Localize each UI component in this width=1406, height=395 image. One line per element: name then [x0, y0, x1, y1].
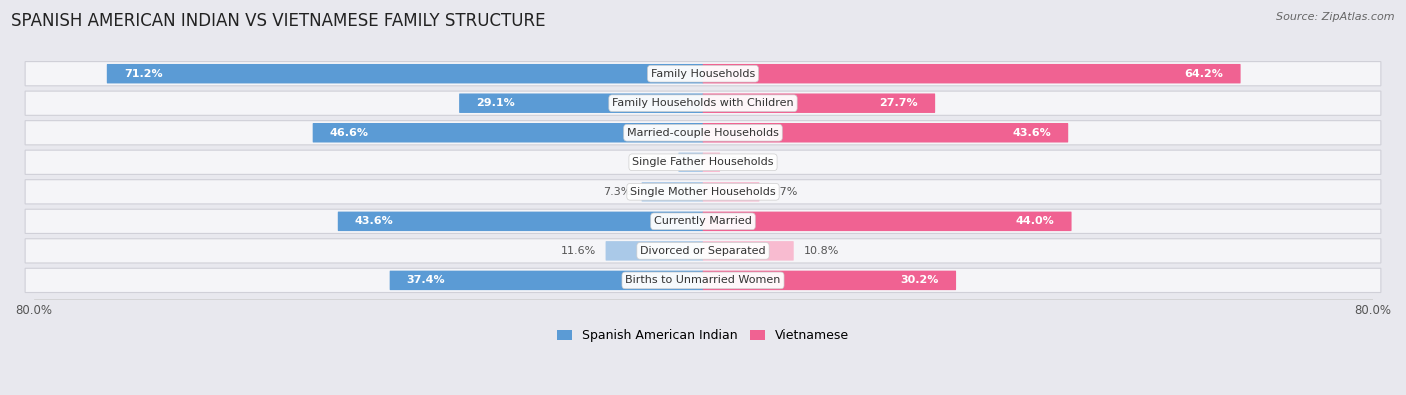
- FancyBboxPatch shape: [337, 212, 703, 231]
- FancyBboxPatch shape: [703, 271, 956, 290]
- Text: 64.2%: 64.2%: [1185, 69, 1223, 79]
- Text: 7.3%: 7.3%: [603, 187, 631, 197]
- FancyBboxPatch shape: [703, 241, 794, 261]
- Text: Source: ZipAtlas.com: Source: ZipAtlas.com: [1277, 12, 1395, 22]
- FancyBboxPatch shape: [389, 271, 703, 290]
- FancyBboxPatch shape: [107, 64, 703, 83]
- FancyBboxPatch shape: [460, 94, 703, 113]
- FancyBboxPatch shape: [25, 62, 1381, 86]
- FancyBboxPatch shape: [606, 241, 703, 261]
- Text: Births to Unmarried Women: Births to Unmarried Women: [626, 275, 780, 286]
- FancyBboxPatch shape: [25, 268, 1381, 293]
- FancyBboxPatch shape: [312, 123, 703, 143]
- Text: 11.6%: 11.6%: [561, 246, 596, 256]
- Text: 2.0%: 2.0%: [730, 157, 758, 167]
- Legend: Spanish American Indian, Vietnamese: Spanish American Indian, Vietnamese: [553, 324, 853, 347]
- FancyBboxPatch shape: [703, 212, 1071, 231]
- FancyBboxPatch shape: [703, 64, 1240, 83]
- FancyBboxPatch shape: [641, 182, 703, 201]
- Text: 10.8%: 10.8%: [803, 246, 839, 256]
- Text: 2.9%: 2.9%: [640, 157, 669, 167]
- Text: Single Father Households: Single Father Households: [633, 157, 773, 167]
- Text: Single Mother Households: Single Mother Households: [630, 187, 776, 197]
- FancyBboxPatch shape: [703, 123, 1069, 143]
- Text: SPANISH AMERICAN INDIAN VS VIETNAMESE FAMILY STRUCTURE: SPANISH AMERICAN INDIAN VS VIETNAMESE FA…: [11, 12, 546, 30]
- FancyBboxPatch shape: [703, 182, 759, 201]
- Text: 6.7%: 6.7%: [769, 187, 797, 197]
- Text: 46.6%: 46.6%: [330, 128, 368, 138]
- FancyBboxPatch shape: [25, 209, 1381, 233]
- Text: 44.0%: 44.0%: [1015, 216, 1054, 226]
- Text: 27.7%: 27.7%: [879, 98, 918, 108]
- FancyBboxPatch shape: [703, 94, 935, 113]
- Text: Married-couple Households: Married-couple Households: [627, 128, 779, 138]
- Text: 43.6%: 43.6%: [354, 216, 394, 226]
- FancyBboxPatch shape: [25, 120, 1381, 145]
- FancyBboxPatch shape: [25, 91, 1381, 115]
- Text: 30.2%: 30.2%: [901, 275, 939, 286]
- Text: Family Households with Children: Family Households with Children: [612, 98, 794, 108]
- FancyBboxPatch shape: [25, 150, 1381, 174]
- FancyBboxPatch shape: [679, 152, 703, 172]
- Text: 71.2%: 71.2%: [124, 69, 163, 79]
- Text: 29.1%: 29.1%: [477, 98, 515, 108]
- Text: 37.4%: 37.4%: [406, 275, 446, 286]
- FancyBboxPatch shape: [25, 180, 1381, 204]
- FancyBboxPatch shape: [25, 239, 1381, 263]
- Text: Currently Married: Currently Married: [654, 216, 752, 226]
- Text: 43.6%: 43.6%: [1012, 128, 1052, 138]
- FancyBboxPatch shape: [703, 152, 720, 172]
- Text: Divorced or Separated: Divorced or Separated: [640, 246, 766, 256]
- Text: Family Households: Family Households: [651, 69, 755, 79]
